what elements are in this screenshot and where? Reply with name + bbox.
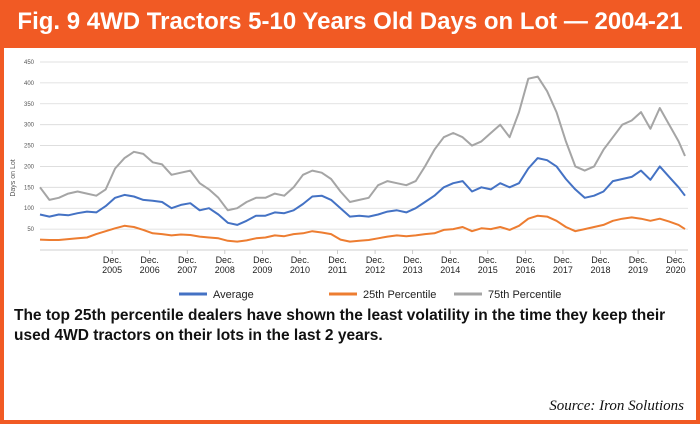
- y-tick-label: 100: [24, 206, 35, 212]
- x-tick-label-year: 2013: [403, 265, 423, 275]
- x-tick-label-month: Dec.: [441, 255, 460, 265]
- y-tick-label: 400: [24, 81, 35, 87]
- y-axis-ticks: 50 100 150 200 250 300 350 400 450: [24, 60, 35, 233]
- y-tick-label: 300: [24, 123, 35, 129]
- x-tick-label-month: Dec.: [403, 255, 422, 265]
- y-tick-label: 250: [24, 144, 35, 150]
- figure-panel: 50 100 150 200 250 300 350 400 450 Dec. 2005 Dec. 2…: [4, 48, 696, 420]
- x-tick-label-year: 2011: [328, 265, 347, 275]
- legend-label-25th-percentile: 25th Percentile: [363, 289, 436, 301]
- x-tick-label-year: 2018: [590, 265, 610, 275]
- x-tick-label-month: Dec.: [554, 255, 573, 265]
- series-line-average: [39, 157, 686, 226]
- x-tick-label-year: 2020: [666, 265, 686, 275]
- y-tick-label: 450: [24, 60, 35, 66]
- x-tick-label-month: Dec.: [328, 255, 347, 265]
- legend: Average 25th Percentile 75th Percentile: [179, 289, 561, 301]
- x-tick-label-year: 2016: [515, 265, 535, 275]
- y-tick-label: 150: [24, 185, 35, 191]
- x-tick-label-month: Dec.: [140, 255, 159, 265]
- series-line-25th-percentile: [39, 214, 686, 243]
- series-lines: [39, 75, 686, 243]
- x-tick-label-year: 2006: [140, 265, 160, 275]
- x-tick-label-month: Dec.: [666, 255, 685, 265]
- y-axis-label: Days on Lot: [10, 159, 17, 196]
- y-tick-label: 50: [27, 227, 34, 233]
- x-tick-label-year: 2010: [290, 265, 310, 275]
- x-tick-label-month: Dec.: [516, 255, 535, 265]
- x-tick-label-year: 2014: [440, 265, 460, 275]
- gridlines: [40, 61, 688, 251]
- legend-label-75th-percentile: 75th Percentile: [488, 289, 561, 301]
- x-tick-label-year: 2017: [553, 265, 573, 275]
- x-tick-label-month: Dec.: [291, 255, 310, 265]
- x-tick-label-year: 2019: [628, 265, 648, 275]
- x-tick-label-month: Dec.: [591, 255, 610, 265]
- x-tick-label-month: Dec.: [216, 255, 235, 265]
- y-tick-label: 350: [24, 102, 35, 108]
- x-tick-label-year: 2009: [252, 265, 272, 275]
- x-tick-label-month: Dec.: [629, 255, 648, 265]
- series-line-75th-percentile: [39, 75, 686, 212]
- x-tick-label-year: 2008: [215, 265, 235, 275]
- x-tick-label-year: 2012: [365, 265, 385, 275]
- x-tick-label-year: 2007: [177, 265, 197, 275]
- x-tick-label-month: Dec.: [103, 255, 122, 265]
- y-tick-label: 200: [24, 164, 35, 170]
- source-credit: Source: Iron Solutions: [549, 398, 684, 414]
- x-tick-label-month: Dec.: [366, 255, 385, 265]
- x-tick-label-year: 2005: [102, 265, 122, 275]
- x-tick-label-month: Dec.: [253, 255, 272, 265]
- x-axis-ticks: Dec.2005Dec.2006Dec.2007Dec.2008Dec.2009…: [102, 250, 686, 275]
- chart-caption: The top 25th percentile dealers have sho…: [14, 307, 666, 344]
- x-tick-label-month: Dec.: [178, 255, 197, 265]
- x-tick-label-year: 2015: [478, 265, 498, 275]
- legend-label-average: Average: [213, 289, 254, 301]
- chart-title-bar: Fig. 9 4WD Tractors 5-10 Years Old Days …: [0, 0, 700, 44]
- x-tick-label-month: Dec.: [479, 255, 498, 265]
